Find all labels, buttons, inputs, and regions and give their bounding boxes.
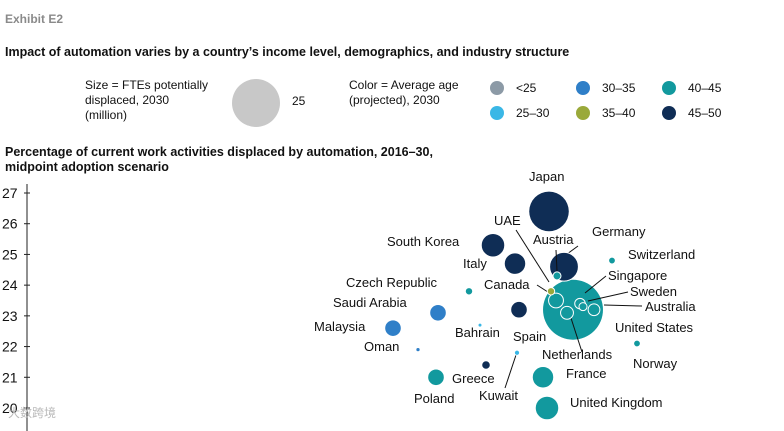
y-tick-label: 26 [2,216,18,232]
label-netherlands: Netherlands [542,347,613,362]
label-malaysia: Malaysia [314,319,366,334]
bubble-austria [552,271,562,281]
legend-item-30-35: 30–35 [576,81,635,95]
bubble-oman [415,346,421,353]
legend-label: 45–50 [688,106,722,120]
size-legend-line1: Size = FTEs potentially [85,78,209,92]
legend-dot [490,106,504,120]
size-legend-circle [232,79,280,127]
color-legend-line2: (projected), 2030 [349,93,440,107]
bubble-czech-republic [464,287,474,296]
legend-label: <25 [516,81,537,95]
y-tick-label: 25 [2,246,18,262]
legend-label: 35–40 [602,106,636,120]
legend-item-45-50: 45–50 [662,106,721,120]
label-sweden: Sweden [630,284,677,299]
chart-subtitle-line2: midpoint adoption scenario [5,160,169,174]
bubble-canada [548,292,564,309]
bubble-united-kingdom [534,395,560,421]
bubble-uae [546,287,556,296]
bubble-saudi-arabia [429,303,447,322]
y-tick-label: 20 [2,400,18,416]
legend-dot [662,106,676,120]
y-tick-label: 23 [2,308,18,324]
y-tick-label: 21 [2,369,18,385]
legend-label: 25–30 [516,106,550,120]
legend-item-25-30: 25–30 [490,106,549,120]
chart-subtitle-line1: Percentage of current work activities di… [5,145,433,159]
bubble-spain [510,300,528,319]
legend-dot [662,81,676,95]
legend-item-35-40: 35–40 [576,106,635,120]
chart-subtitle: Percentage of current work activities di… [5,145,525,175]
watermark: 大数跨境 [8,406,57,420]
legend-item-under-25: <25 [490,81,536,95]
label-united-states: United States [615,320,694,335]
y-tick-label: 27 [2,185,18,201]
bubble-south-korea [480,232,506,258]
size-legend-text: Size = FTEs potentially displaced, 2030 … [85,78,235,123]
label-germany: Germany [592,224,646,239]
label-uae: UAE [494,213,521,228]
bubble-netherlands [560,305,574,320]
label-saudi-arabia: Saudi Arabia [333,295,407,310]
label-canada: Canada [484,277,530,292]
label-oman: Oman [364,339,399,354]
legend-dot [576,106,590,120]
bubble-norway [633,339,641,348]
label-united-kingdom: United Kingdom [570,395,663,410]
legend-label: 40–45 [688,81,722,95]
bubble-poland [427,368,445,387]
bubble-kuwait [513,349,521,356]
bubble-malaysia [384,319,402,337]
bubble-greece [481,360,491,370]
leader-line-singapore [584,275,607,294]
label-italy: Italy [463,256,487,271]
label-spain: Spain [513,329,546,344]
leader-line-australia [603,304,643,307]
leader-line-sweden [587,291,629,302]
label-kuwait: Kuwait [479,388,518,403]
label-singapore: Singapore [608,268,667,283]
bubble-japan [529,191,569,232]
bubble-france [531,366,555,389]
size-legend-line3: (million) [85,108,127,122]
bubble-italy [503,252,527,275]
size-legend-line2: displaced, 2030 [85,93,170,107]
legend-dot [576,81,590,95]
label-japan: Japan [529,169,564,184]
color-legend-line1: Color = Average age [349,78,459,92]
label-france: France [566,366,606,381]
leader-line-uae [515,229,550,283]
leader-line-kuwait [504,354,517,389]
label-australia: Australia [645,299,696,314]
leader-line-austria [555,249,558,272]
label-czech-republic: Czech Republic [346,275,438,290]
chart-title: Impact of automation varies by a country… [5,45,570,59]
bubble-australia [587,303,601,317]
label-norway: Norway [633,356,678,371]
bubble-bahrain [477,322,483,328]
label-austria: Austria [533,232,574,247]
label-bahrain: Bahrain [455,325,500,340]
color-legend-text: Color = Average age (projected), 2030 [349,78,489,108]
size-legend-value: 25 [292,94,306,108]
label-poland: Poland [414,391,454,406]
label-greece: Greece [452,371,495,386]
label-switzerland: Switzerland [628,247,695,262]
exhibit-label: Exhibit E2 [5,12,64,26]
legend-label: 30–35 [602,81,636,95]
label-south-korea: South Korea [387,234,460,249]
leader-line-netherlands [569,314,583,353]
legend-dot [490,81,504,95]
bubble-singapore [578,302,588,312]
bubble-switzerland [608,256,616,265]
legend-item-40-45: 40–45 [662,81,721,95]
y-tick-label: 22 [2,339,18,355]
y-tick-label: 24 [2,277,18,293]
